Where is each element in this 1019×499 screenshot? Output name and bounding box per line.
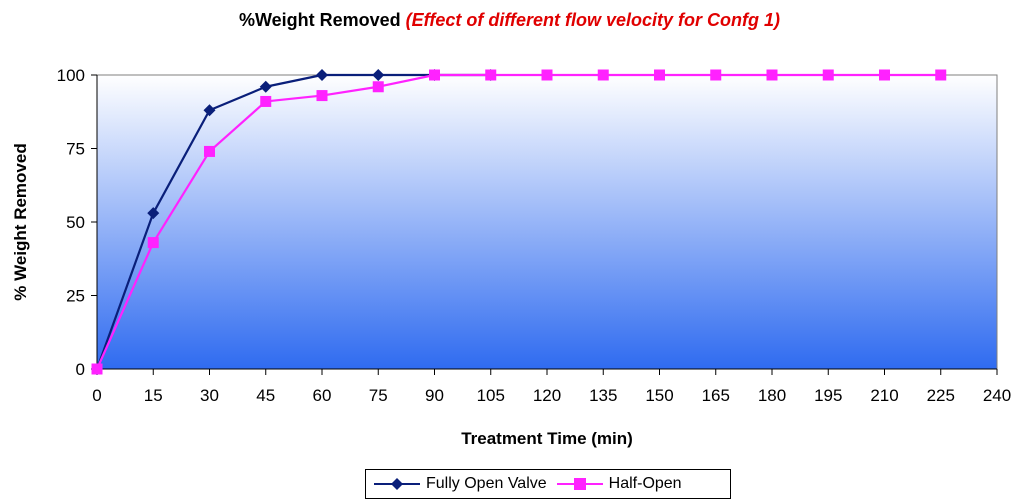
axes: 0 25 50 75 100 0 15 30 45 60 75 90 105 120 135 150 165 18… — [57, 66, 1012, 405]
x-tick-label: 195 — [814, 386, 842, 405]
x-tick-label: 150 — [645, 386, 673, 405]
data-point-square — [766, 69, 778, 81]
y-tick-label: 25 — [66, 287, 85, 306]
x-tick-label: 60 — [313, 386, 332, 405]
data-point-square — [710, 69, 722, 81]
legend-label-fully-open: Fully Open Valve — [426, 475, 547, 492]
data-point-diamond — [259, 80, 272, 93]
data-point-square — [204, 145, 215, 157]
x-tick-label: 180 — [758, 386, 786, 405]
x-tick-label: 225 — [927, 386, 955, 405]
legend-item-fully-open: Fully Open Valve — [374, 475, 547, 493]
y-tick-label: 100 — [57, 66, 85, 85]
data-point-diamond — [147, 207, 160, 220]
data-point-diamond — [316, 69, 328, 81]
x-tick-label: 15 — [144, 386, 163, 405]
data-point-square — [372, 81, 384, 93]
x-tick-label: 90 — [425, 386, 444, 405]
legend: Fully Open Valve Half-Open — [365, 469, 731, 499]
data-point-square — [316, 90, 328, 102]
x-tick-label: 135 — [589, 386, 617, 405]
data-point-diamond — [372, 69, 385, 81]
data-point-square — [654, 69, 665, 81]
series-line — [95, 73, 491, 370]
x-tick-label: 0 — [92, 386, 101, 405]
y-tick-label: 50 — [66, 213, 85, 232]
chart-title: %Weight Removed (Effect of different flo… — [0, 10, 1019, 31]
x-tick-label: 120 — [533, 386, 561, 405]
data-point-square — [822, 69, 834, 81]
y-tick-label: 75 — [66, 140, 85, 159]
data-point-square — [260, 95, 272, 107]
series-1 — [91, 69, 947, 375]
data-point-square — [541, 69, 553, 81]
data-point-square — [91, 363, 103, 375]
x-tick-label: 240 — [983, 386, 1011, 405]
data-point-square — [429, 69, 440, 81]
series-line — [95, 73, 941, 370]
x-tick-label: 105 — [477, 386, 505, 405]
data-point-square — [485, 69, 497, 81]
data-point-square — [597, 69, 609, 81]
series-layer — [91, 69, 947, 375]
y-tick-label: 0 — [76, 360, 85, 379]
x-tick-label: 45 — [256, 386, 275, 405]
x-tick-label: 165 — [702, 386, 730, 405]
chart-subtitle: (Effect of different flow velocity for C… — [405, 10, 781, 30]
x-axis-title: Treatment Time (min) — [461, 429, 633, 448]
square-marker-icon — [556, 478, 603, 490]
x-tick-label: 30 — [200, 386, 219, 405]
data-point-square — [879, 69, 890, 81]
x-tick-label: 210 — [870, 386, 898, 405]
plot-area — [96, 74, 998, 370]
y-axis-title: % Weight Removed — [11, 143, 30, 300]
data-point-square — [935, 69, 947, 81]
data-point-diamond — [203, 104, 216, 117]
data-point-square — [147, 237, 159, 249]
x-tick-label: 75 — [369, 386, 388, 405]
legend-item-half-open: Half-Open — [556, 475, 682, 493]
diamond-marker-icon — [374, 478, 420, 490]
chart-title-main: %Weight Removed — [238, 10, 401, 30]
legend-label-half-open: Half-Open — [608, 475, 682, 492]
